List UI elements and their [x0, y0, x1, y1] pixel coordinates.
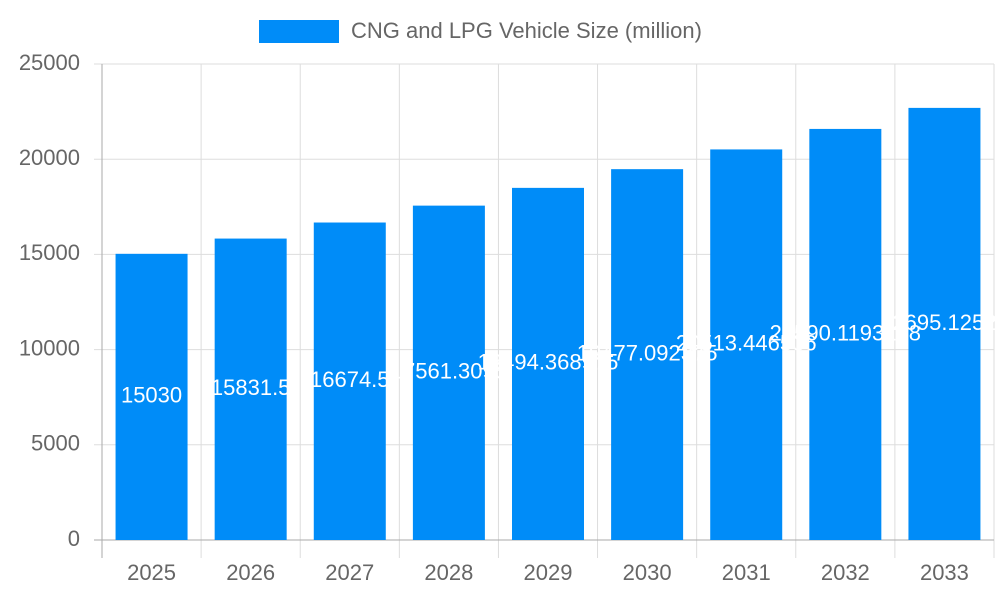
bar — [412, 205, 485, 540]
data-label: 21590.1193198 — [770, 320, 921, 345]
data-label: 19477.092375 — [577, 340, 718, 365]
bar — [214, 238, 287, 540]
data-label: 16674.5 — [310, 367, 390, 392]
x-tick-label: 2027 — [325, 560, 374, 585]
data-label: 22695.12525 — [880, 310, 1000, 335]
x-tick-label: 2025 — [127, 560, 176, 585]
bar — [809, 128, 882, 540]
legend-label: CNG and LPG Vehicle Size (million) — [351, 18, 702, 43]
x-tick-label: 2028 — [424, 560, 473, 585]
data-label: 20513.446536 — [676, 331, 817, 356]
x-tick-label: 2029 — [524, 560, 573, 585]
bar — [710, 149, 783, 540]
y-tick-label: 5000 — [31, 431, 80, 456]
bar — [512, 187, 584, 540]
y-tick-label: 20000 — [19, 145, 80, 170]
x-tick-label: 2031 — [722, 560, 771, 585]
data-label: 15831.5 — [211, 375, 291, 400]
y-tick-label: 15000 — [19, 240, 80, 265]
bar — [115, 253, 188, 540]
data-label: 18494.368975 — [478, 350, 619, 375]
x-tick-label: 2033 — [920, 560, 969, 585]
y-tick-label: 0 — [68, 526, 80, 551]
bar — [908, 107, 981, 540]
bar — [611, 169, 684, 540]
bar — [313, 222, 386, 540]
x-tick-label: 2030 — [623, 560, 672, 585]
data-label: 17561.3095 — [391, 359, 507, 384]
data-label: 15030 — [121, 383, 182, 408]
y-tick-label: 10000 — [19, 335, 80, 360]
x-tick-label: 2026 — [226, 560, 275, 585]
x-tick-label: 2032 — [821, 560, 870, 585]
y-tick-label: 25000 — [19, 50, 80, 75]
legend-swatch — [259, 20, 339, 43]
